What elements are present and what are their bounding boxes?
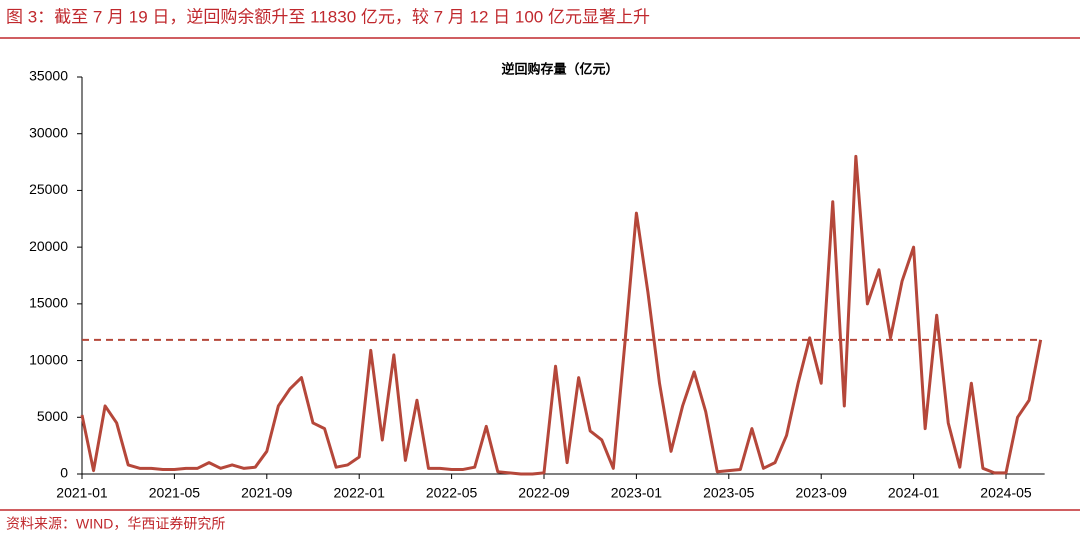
x-tick-label: 2022-05 (426, 485, 478, 501)
x-tick-label: 2023-05 (703, 485, 755, 501)
y-tick-label: 10000 (29, 351, 68, 367)
x-tick-label: 2023-01 (611, 485, 663, 501)
x-tick-label: 2022-09 (518, 485, 570, 501)
x-tick-label: 2022-01 (334, 485, 386, 501)
series-label: 逆回购存量（亿元） (501, 61, 618, 76)
y-tick-label: 30000 (29, 124, 68, 140)
y-tick-label: 0 (60, 465, 68, 481)
x-tick-label: 2021-01 (56, 485, 108, 501)
y-tick-label: 20000 (29, 238, 68, 254)
x-tick-label: 2024-01 (888, 485, 940, 501)
series-line (80, 154, 1043, 476)
source-note: 资料来源：WIND，华西证券研究所 (6, 516, 225, 532)
x-tick-label: 2021-05 (149, 485, 201, 501)
y-tick-label: 35000 (29, 68, 68, 84)
x-tick-label: 2021-09 (241, 485, 293, 501)
x-tick-label: 2024-05 (980, 485, 1032, 501)
page-title: 图 3：截至 7 月 19 日，逆回购余额升至 11830 亿元，较 7 月 1… (6, 7, 650, 26)
y-tick-label: 15000 (29, 295, 68, 311)
y-tick-label: 5000 (37, 408, 68, 424)
y-tick-label: 25000 (29, 181, 68, 197)
x-tick-label: 2023-09 (796, 485, 848, 501)
